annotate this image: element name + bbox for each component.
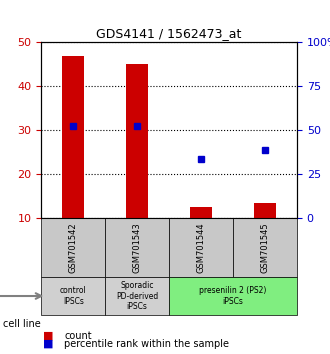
Bar: [254, 203, 276, 218]
Bar: [62, 56, 84, 218]
Text: cell line: cell line: [3, 319, 41, 329]
Bar: [41, 277, 105, 315]
Bar: [105, 218, 169, 277]
Text: count: count: [64, 331, 92, 341]
Text: ■: ■: [43, 339, 53, 349]
Bar: [233, 218, 297, 277]
Text: control
IPSCs: control IPSCs: [60, 286, 86, 306]
Text: GSM701545: GSM701545: [260, 222, 270, 273]
Bar: [190, 207, 212, 218]
Bar: [105, 277, 169, 315]
Text: Sporadic
PD-derived
iPSCs: Sporadic PD-derived iPSCs: [116, 281, 158, 311]
Bar: [169, 218, 233, 277]
Text: presenilin 2 (PS2)
iPSCs: presenilin 2 (PS2) iPSCs: [199, 286, 267, 306]
Text: percentile rank within the sample: percentile rank within the sample: [64, 339, 229, 349]
Text: GSM701544: GSM701544: [197, 222, 206, 273]
Text: ■: ■: [43, 331, 53, 341]
Bar: [169, 277, 297, 315]
Title: GDS4141 / 1562473_at: GDS4141 / 1562473_at: [96, 27, 242, 40]
Text: GSM701542: GSM701542: [69, 222, 78, 273]
Text: GSM701543: GSM701543: [133, 222, 142, 273]
Bar: [41, 218, 105, 277]
Bar: [126, 64, 148, 218]
